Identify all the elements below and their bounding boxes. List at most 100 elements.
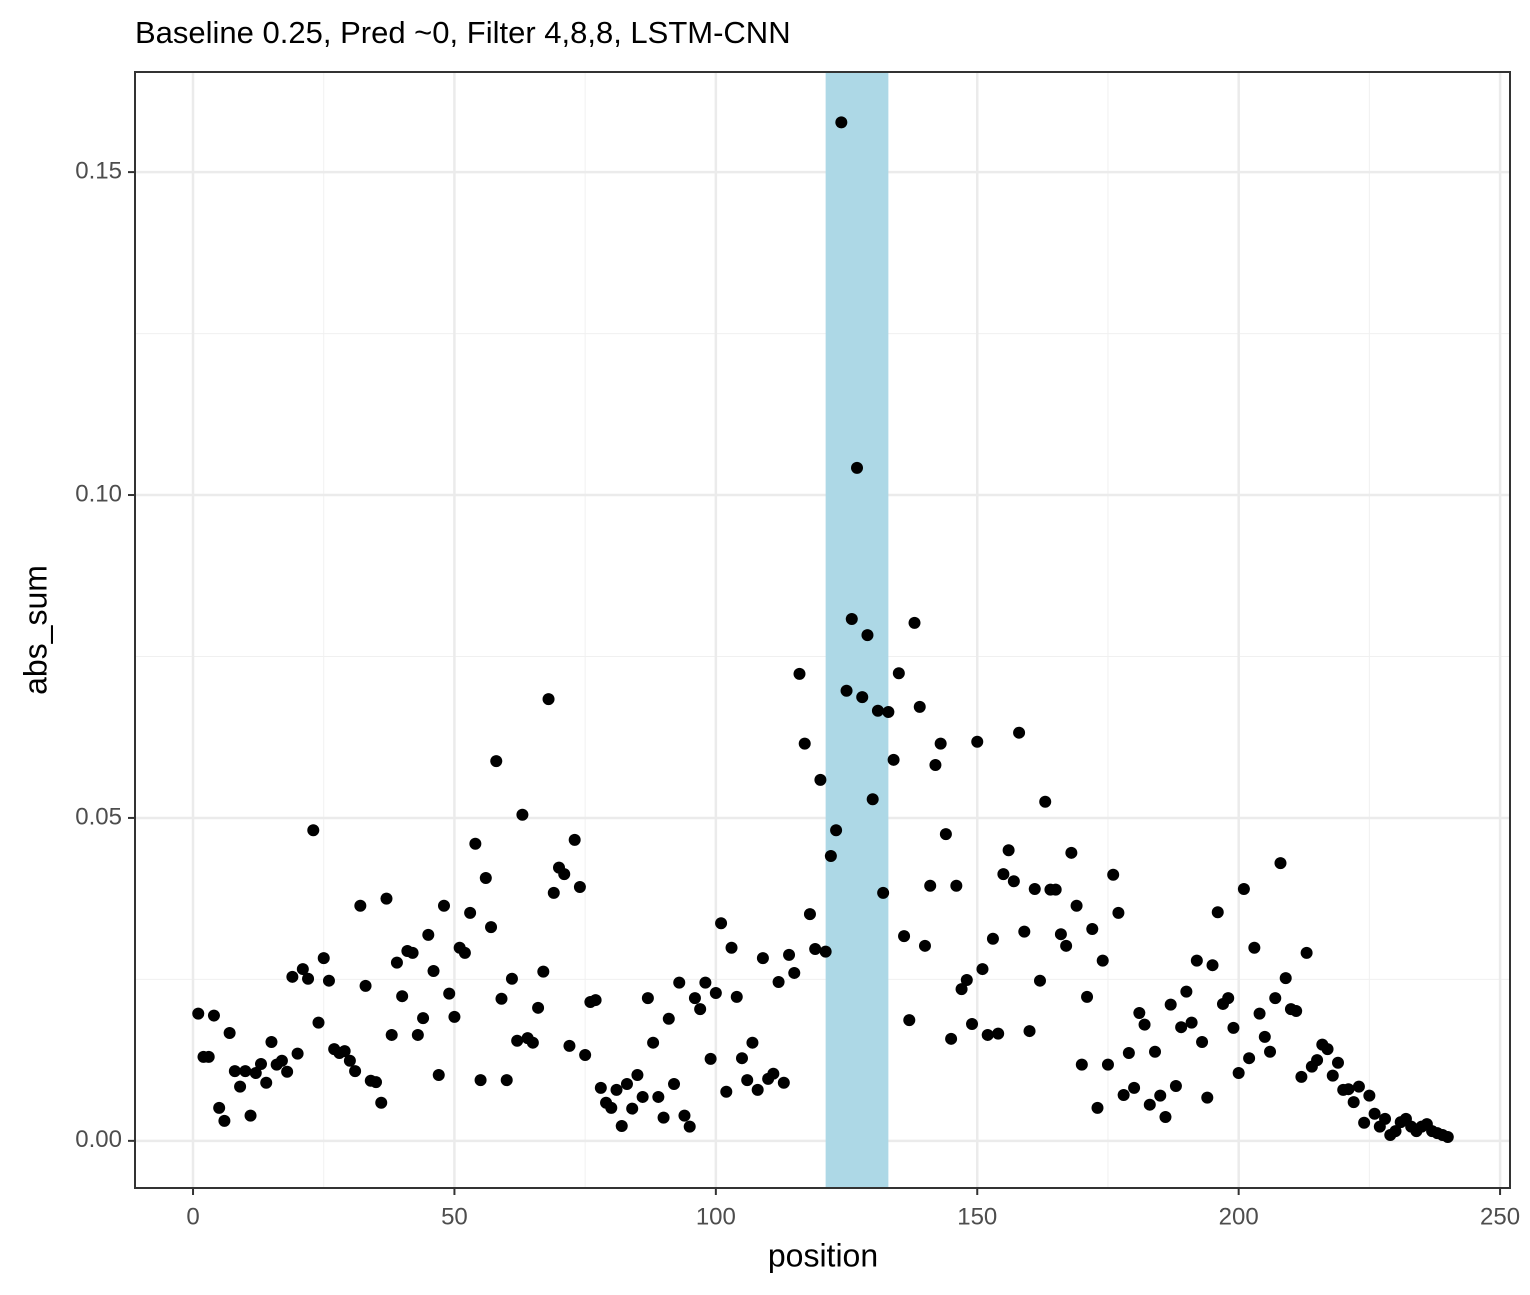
point <box>803 908 816 921</box>
point <box>317 952 330 965</box>
point <box>1190 954 1203 967</box>
point <box>683 1120 696 1133</box>
point <box>579 1048 592 1061</box>
point <box>458 946 471 959</box>
point <box>620 1078 633 1091</box>
point <box>228 1065 241 1078</box>
point <box>1175 1021 1188 1034</box>
point <box>1128 1081 1141 1094</box>
point <box>1018 925 1031 938</box>
point <box>1096 954 1109 967</box>
chart-title: Baseline 0.25, Pred ~0, Filter 4,8,8, LS… <box>135 15 791 50</box>
point <box>1232 1067 1245 1080</box>
point <box>830 824 843 837</box>
point <box>207 1009 220 1022</box>
point <box>668 1078 681 1091</box>
point <box>798 737 811 750</box>
point <box>1159 1110 1172 1123</box>
point <box>751 1083 764 1096</box>
point <box>1101 1058 1114 1071</box>
point <box>1054 928 1067 941</box>
point <box>312 1016 325 1029</box>
point <box>1290 1005 1303 1018</box>
point <box>338 1045 351 1058</box>
point <box>495 992 508 1005</box>
point <box>302 972 315 985</box>
point <box>1002 844 1015 857</box>
point <box>443 987 456 1000</box>
point <box>966 1017 979 1030</box>
point <box>678 1109 691 1122</box>
x-tick-label: 50 <box>441 1203 468 1230</box>
point <box>924 879 937 892</box>
point <box>359 979 372 992</box>
point <box>213 1101 226 1114</box>
point <box>223 1027 236 1039</box>
point <box>385 1028 398 1041</box>
point <box>354 899 367 912</box>
point <box>537 965 550 978</box>
point <box>218 1114 231 1127</box>
point <box>610 1083 623 1096</box>
point <box>1347 1096 1360 1109</box>
point <box>1112 906 1125 919</box>
point <box>851 461 864 474</box>
point <box>1033 974 1046 987</box>
point <box>1185 1016 1198 1029</box>
y-tick-label: 0.15 <box>75 157 122 184</box>
point <box>615 1120 628 1132</box>
point <box>1269 992 1282 1005</box>
y-tick-label: 0.05 <box>75 803 122 830</box>
point <box>396 990 409 1003</box>
point <box>835 116 848 129</box>
point <box>322 974 335 987</box>
point <box>375 1096 388 1109</box>
point <box>1358 1116 1371 1129</box>
point <box>485 921 498 934</box>
point <box>631 1068 644 1081</box>
point <box>819 945 832 958</box>
point <box>955 983 968 996</box>
point <box>1138 1018 1151 1031</box>
point <box>783 948 796 961</box>
point <box>1007 875 1020 888</box>
point <box>1264 1045 1277 1058</box>
point <box>657 1111 670 1124</box>
point <box>1389 1125 1402 1138</box>
point <box>929 758 942 771</box>
point <box>1258 1030 1271 1043</box>
point <box>563 1039 576 1052</box>
point <box>662 1012 675 1025</box>
point <box>542 693 555 706</box>
point <box>479 872 492 884</box>
point <box>871 704 884 717</box>
point <box>411 1028 424 1041</box>
plot-border <box>134 71 1511 1189</box>
point <box>877 886 890 899</box>
point <box>788 966 801 979</box>
point <box>1180 985 1193 998</box>
point <box>647 1036 660 1049</box>
point <box>1321 1043 1334 1056</box>
point <box>1248 941 1261 954</box>
point <box>265 1036 278 1049</box>
point <box>756 952 769 965</box>
point <box>981 1028 994 1041</box>
point <box>427 965 440 977</box>
point <box>746 1036 759 1049</box>
point <box>505 972 518 985</box>
point <box>1279 972 1292 985</box>
point <box>1363 1089 1376 1102</box>
point <box>1295 1070 1308 1083</box>
point <box>1227 1021 1240 1034</box>
point <box>437 899 450 912</box>
point <box>673 976 686 989</box>
point <box>1379 1112 1392 1125</box>
point <box>370 1076 383 1089</box>
point <box>239 1065 252 1078</box>
point <box>903 1014 916 1027</box>
point <box>918 939 931 952</box>
point <box>547 886 560 899</box>
point <box>249 1067 262 1080</box>
